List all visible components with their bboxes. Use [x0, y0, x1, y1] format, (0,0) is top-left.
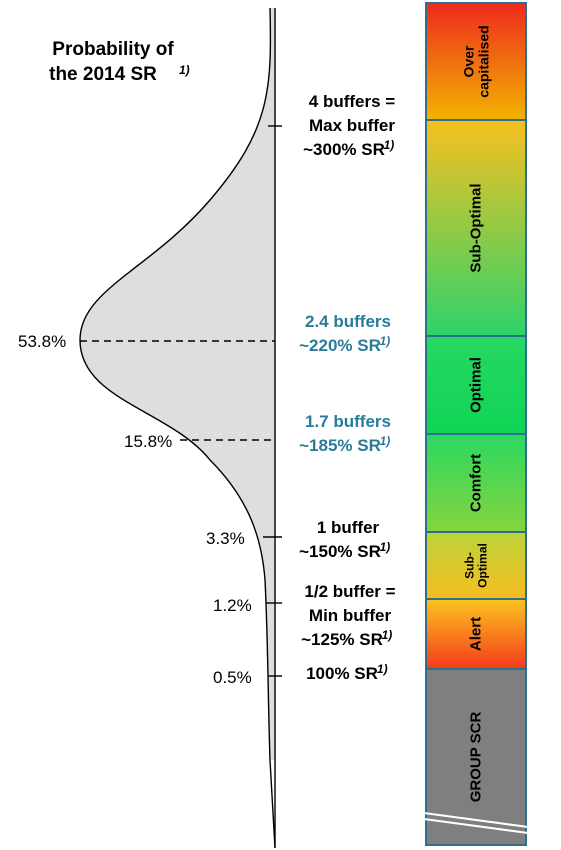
superscript-note: 1)	[382, 628, 393, 642]
zone-block	[425, 2, 527, 121]
zone-label: Sub-	[463, 552, 477, 579]
superscript-note: 1)	[377, 662, 388, 676]
buffer-level-label: 2.4 buffers ~220% SR1)	[299, 312, 391, 355]
chart-title: Probability of the 2014 SR 1)	[49, 39, 190, 85]
probability-label: 53.8%	[18, 332, 66, 351]
zone-optimal: Optimal	[425, 335, 527, 435]
probability-label: 15.8%	[124, 432, 172, 451]
superscript-note: 1)	[380, 434, 391, 448]
zone-group-scr: GROUP SCR	[425, 668, 527, 846]
zone-block	[425, 598, 527, 670]
buffer-level-line: ~300% SR	[303, 140, 385, 159]
buffer-level-line: 1/2 buffer =	[304, 582, 395, 601]
buffer-level-line: ~125% SR	[301, 630, 383, 649]
probability-label: 0.5%	[213, 668, 252, 687]
buffer-level-line: ~185% SR	[299, 436, 381, 455]
zone-label: Sub-Optimal	[468, 183, 485, 272]
axis-break-marks	[423, 812, 529, 834]
zone-label: capitalised	[476, 25, 492, 97]
zone-block	[425, 531, 527, 600]
title-line-2: the 2014 SR	[49, 64, 157, 85]
probability-labels: 53.8% 15.8% 3.3% 1.2% 0.5%	[18, 332, 252, 687]
zone-block	[425, 119, 527, 337]
probability-distribution	[79, 7, 276, 849]
zone-label: Comfort	[468, 454, 485, 512]
buffer-level-line: ~150% SR	[299, 542, 381, 561]
buffer-level-label: 1/2 buffer = Min buffer ~125% SR1)	[301, 582, 396, 649]
zone-sub-optimal: Sub-Optimal	[425, 119, 527, 337]
buffer-level-line: 2.4 buffers	[305, 312, 391, 331]
probability-label: 3.3%	[206, 529, 245, 548]
buffer-level-line: 1 buffer	[317, 518, 380, 537]
zone-label: Over	[461, 45, 477, 77]
zone-label: Optimal	[476, 543, 490, 588]
capital-zone-bar: Over capitalisedSub-OptimalOptimalComfort…	[423, 2, 529, 846]
title-superscript: 1)	[179, 63, 190, 77]
zone-over-capitalised: Over capitalised	[425, 2, 527, 121]
title-line-1: Probability of	[52, 39, 174, 60]
superscript-note: 1)	[384, 138, 395, 152]
zone-label: Alert	[468, 617, 485, 651]
buffer-level-label: 100% SR1)	[306, 662, 387, 683]
zone-label: GROUP SCR	[468, 712, 485, 803]
buffer-level-line: ~220% SR	[299, 336, 381, 355]
buffer-level-labels: 4 buffers =Max buffer~300% SR1)2.4 buffe…	[299, 92, 396, 683]
buffer-level-label: 1 buffer ~150% SR1)	[299, 518, 390, 561]
superscript-note: 1)	[380, 540, 391, 554]
zone-sub-optimal: Sub-Optimal	[425, 531, 527, 600]
buffer-level-line: 4 buffers =	[309, 92, 396, 111]
distribution-curve	[79, 7, 276, 849]
buffer-level-line: Min buffer	[309, 606, 392, 625]
probability-label: 1.2%	[213, 596, 252, 615]
zone-comfort: Comfort	[425, 433, 527, 533]
buffer-level-label: 4 buffers = Max buffer ~300% SR1)	[303, 92, 395, 159]
distribution-fill	[80, 8, 275, 760]
buffer-level-line: 1.7 buffers	[305, 412, 391, 431]
zone-alert: Alert	[425, 598, 527, 670]
superscript-note: 1)	[380, 334, 391, 348]
zone-block	[425, 335, 527, 435]
zone-block	[425, 433, 527, 533]
threshold-markers	[80, 125, 282, 677]
buffer-level-label: 1.7 buffers ~185% SR1)	[299, 412, 391, 455]
zone-label: Optimal	[468, 357, 485, 413]
buffer-level-line: Max buffer	[309, 116, 395, 135]
buffer-level-line: 100% SR	[306, 664, 378, 683]
